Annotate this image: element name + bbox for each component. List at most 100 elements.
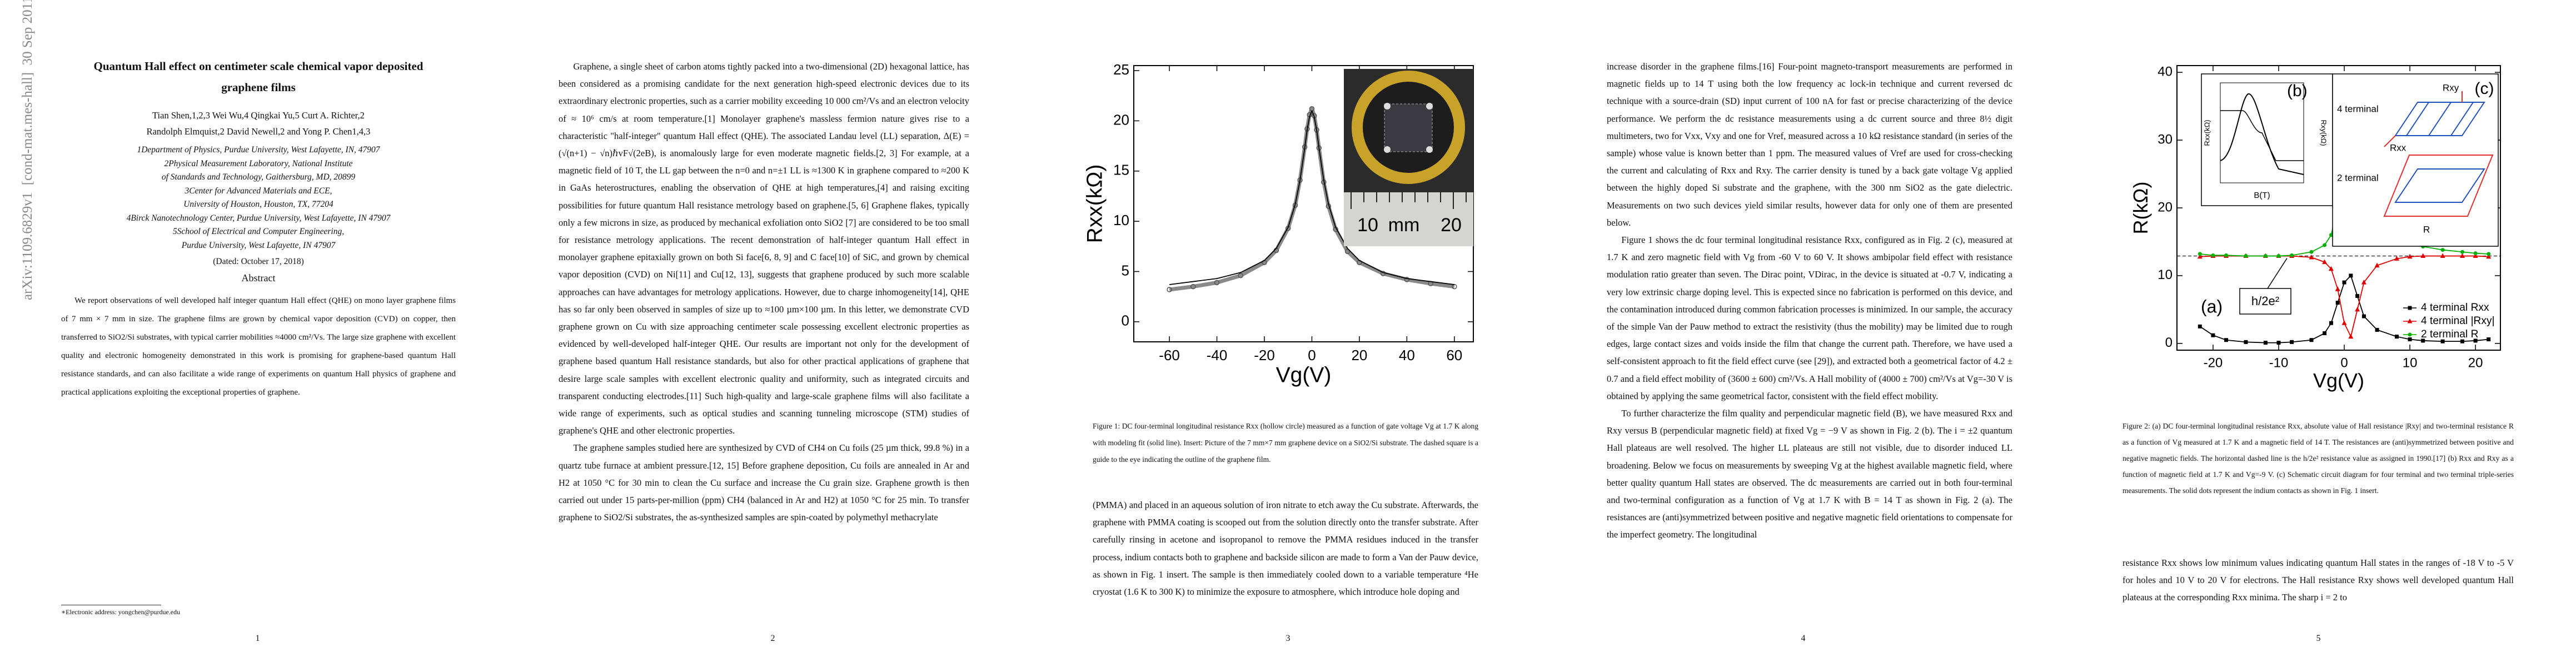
y-axis-label: R(kΩ) (2129, 182, 2152, 235)
data-point (2197, 253, 2203, 259)
legend-label: 4 terminal Rxx (2421, 302, 2489, 313)
figure-caption: Figure 1: DC four-terminal longitudinal … (1093, 422, 1478, 464)
footnote: ∗Electronic address: yongchen@purdue.edu (61, 608, 181, 616)
data-point (2473, 339, 2478, 343)
data-point (2276, 254, 2281, 258)
data-point (1167, 287, 1172, 292)
data-point (1238, 272, 1244, 278)
x-tick-label: -20 (1254, 347, 1275, 364)
affiliation: 4Birck Nanotechnology Center, Purdue Uni… (126, 213, 391, 223)
page-1: arXiv:1109.6829v1 [cond-mat.mes-hall] 30… (0, 0, 515, 667)
data-point (2224, 253, 2229, 257)
data-point (2335, 301, 2340, 305)
arxiv-stamp: arXiv:1109.6829v1 [cond-mat.mes-hall] 30… (20, 0, 35, 300)
page-number: 5 (2316, 634, 2321, 643)
photo-contact (1426, 103, 1433, 109)
x-tick-label: 40 (1399, 347, 1415, 364)
data-point (2211, 253, 2215, 257)
data-point (2407, 253, 2413, 259)
inset-text: R (2423, 224, 2430, 235)
inset-c: (c) 4 terminal 2 terminal Rxy Rxx R (2332, 73, 2499, 247)
y-tick-label: 20 (1113, 111, 1129, 128)
data-point (2329, 321, 2333, 325)
data-point (2322, 259, 2328, 265)
paragraph: (PMMA) and placed in an aqueous solution… (1093, 500, 1478, 598)
data-point (2309, 254, 2314, 260)
data-point (2244, 254, 2248, 258)
legend-label: 2 terminal R (2421, 328, 2478, 340)
data-point (1404, 277, 1410, 282)
data-point (2349, 273, 2353, 278)
data-point (2394, 335, 2399, 339)
abstract-heading: Abstract (241, 272, 276, 283)
data-point (2224, 338, 2229, 342)
panel-label: (a) (2201, 296, 2223, 316)
data-point (2440, 248, 2445, 252)
annotation-box (2239, 288, 2291, 315)
y-tick-label: 5 (1122, 262, 1129, 278)
photo-contact (1384, 146, 1391, 153)
data-point (2290, 340, 2294, 344)
paragraph: Graphene, a single sheet of carbon atoms… (559, 61, 969, 436)
abstract: We report observations of well developed… (61, 296, 456, 397)
legend-label: 4 terminal |Rxy| (2421, 315, 2495, 327)
affiliations: 1Department of Physics, Purdue Universit… (61, 143, 456, 252)
data-point (2335, 286, 2340, 291)
authors: Tian Shen,1,2,3 Wei Wu,4 Qingkai Yu,5 Cu… (61, 107, 456, 140)
data-point (2328, 266, 2334, 271)
y-axis-label: Rxx(kΩ) (1083, 165, 1107, 243)
y-tick-label: 0 (1122, 312, 1129, 329)
title: Quantum Hall effect on centimeter scale … (93, 59, 423, 94)
x-tick-label: 0 (1308, 347, 1316, 364)
inset-text: Rxy (2443, 82, 2459, 93)
photo-contact (1426, 146, 1433, 153)
data-point (2290, 253, 2294, 257)
y-tick-label: 10 (1113, 212, 1129, 228)
inset-text: 4 terminal (2337, 103, 2379, 114)
data-point (1190, 283, 1196, 290)
affiliation: 1Department of Physics, Purdue Universit… (137, 145, 380, 155)
inset-text: Rxx (2390, 142, 2406, 153)
x-axis-label: Vg(V) (1276, 364, 1332, 387)
inset-y-label: Rxx(kΩ) (2203, 120, 2211, 146)
ruler-ticks (1351, 192, 1467, 209)
data-point (2408, 337, 2412, 341)
inset-b: Rxx(kΩ) Rxy(kΩ) B(T) (b) (2201, 73, 2333, 206)
inset-text: 2 terminal (2337, 172, 2379, 183)
figure-1: -60 -40 -20 0 20 40 60 0 5 10 15 20 25 Vg(V) Rxx(kΩ) 1… (1083, 61, 1474, 387)
data-point (2487, 337, 2491, 341)
data-point (1214, 280, 1220, 286)
data-point (2329, 233, 2333, 237)
page-4: increase disorder in the graphene films.… (1546, 0, 2061, 667)
circuit-lead (2384, 91, 2463, 147)
affiliation: 3Center for Advanced Materials and ECE, (185, 186, 332, 196)
data-point (2198, 252, 2202, 256)
page-number: 2 (770, 634, 775, 643)
data-point (2361, 280, 2366, 285)
data-point (2211, 333, 2215, 337)
y-tick-label: 25 (1113, 61, 1129, 78)
text-column: (PMMA) and placed in an aqueous solution… (1093, 496, 1478, 600)
data-point (2309, 338, 2314, 342)
figure-caption: Figure 2: (a) DC four-terminal longitudi… (2122, 422, 2514, 495)
data-point (2263, 254, 2268, 258)
data-point (2375, 327, 2379, 332)
annotation-arrow (2267, 258, 2288, 289)
legend-marker (2408, 332, 2412, 337)
data-point (1344, 248, 1351, 255)
page-number: 1 (255, 634, 260, 643)
photo-ruler (1344, 192, 1473, 246)
inset-frame (2332, 73, 2499, 247)
paragraph: To further characterize the film quality… (1607, 408, 2012, 540)
x-tick-label: -60 (1159, 347, 1180, 364)
series-line (1169, 107, 1455, 292)
x-tick-label: -10 (2269, 355, 2289, 370)
affiliation: University of Houston, Houston, TX, 7720… (183, 200, 333, 209)
circuit-2-terminal-lead (2383, 155, 2494, 217)
y-tick-label: 10 (2158, 267, 2173, 282)
x-tick-label: 0 (2340, 355, 2348, 370)
affiliation: of Standards and Technology, Gaithersbur… (161, 172, 356, 182)
data-point (2348, 334, 2354, 339)
